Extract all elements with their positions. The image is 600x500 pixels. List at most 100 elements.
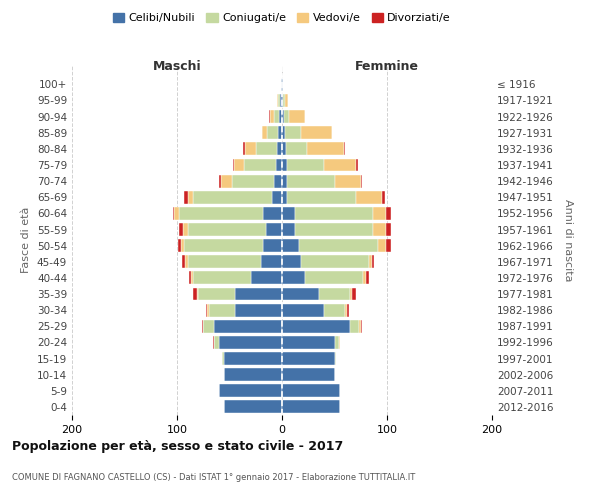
- Bar: [282, 110, 284, 123]
- Bar: [369, 256, 372, 268]
- Bar: [193, 191, 271, 203]
- Bar: [193, 288, 197, 300]
- Bar: [355, 158, 358, 172]
- Bar: [352, 288, 355, 300]
- Bar: [274, 110, 279, 123]
- Bar: [324, 304, 345, 316]
- Bar: [301, 256, 369, 268]
- Bar: [256, 142, 277, 156]
- Bar: [382, 191, 385, 203]
- Bar: [282, 400, 340, 413]
- Bar: [282, 207, 295, 220]
- Bar: [232, 174, 274, 188]
- Bar: [235, 288, 282, 300]
- Bar: [386, 239, 391, 252]
- Bar: [185, 256, 187, 268]
- Bar: [335, 336, 338, 349]
- Bar: [193, 272, 251, 284]
- Bar: [282, 336, 335, 349]
- Bar: [209, 304, 235, 316]
- Bar: [286, 142, 307, 156]
- Bar: [224, 352, 282, 365]
- Y-axis label: Fasce di età: Fasce di età: [22, 207, 31, 273]
- Bar: [361, 174, 362, 188]
- Bar: [235, 304, 282, 316]
- Bar: [307, 142, 344, 156]
- Bar: [191, 272, 193, 284]
- Bar: [282, 384, 340, 398]
- Bar: [278, 126, 282, 139]
- Bar: [301, 126, 332, 139]
- Bar: [282, 368, 335, 381]
- Bar: [282, 288, 319, 300]
- Bar: [206, 304, 208, 316]
- Bar: [271, 191, 282, 203]
- Bar: [187, 256, 261, 268]
- Bar: [281, 78, 282, 91]
- Bar: [282, 94, 283, 107]
- Bar: [282, 352, 335, 365]
- Bar: [262, 126, 268, 139]
- Bar: [359, 320, 361, 332]
- Bar: [282, 272, 305, 284]
- Bar: [386, 207, 391, 220]
- Bar: [361, 320, 362, 332]
- Bar: [295, 207, 373, 220]
- Bar: [187, 223, 266, 236]
- Bar: [350, 320, 359, 332]
- Bar: [280, 94, 282, 107]
- Text: COMUNE DI FAGNANO CASTELLO (CS) - Dati ISTAT 1° gennaio 2017 - Elaborazione TUTT: COMUNE DI FAGNANO CASTELLO (CS) - Dati I…: [12, 473, 415, 482]
- Bar: [277, 94, 278, 107]
- Bar: [386, 223, 391, 236]
- Bar: [283, 94, 285, 107]
- Bar: [184, 223, 187, 236]
- Bar: [285, 126, 301, 139]
- Bar: [274, 174, 282, 188]
- Bar: [208, 304, 209, 316]
- Bar: [233, 158, 234, 172]
- Bar: [221, 174, 232, 188]
- Bar: [202, 320, 203, 332]
- Bar: [187, 191, 193, 203]
- Bar: [179, 223, 184, 236]
- Bar: [344, 142, 345, 156]
- Bar: [355, 191, 382, 203]
- Bar: [338, 336, 340, 349]
- Bar: [266, 223, 282, 236]
- Legend: Celibi/Nubili, Coniugati/e, Vedovi/e, Divorziati/e: Celibi/Nubili, Coniugati/e, Vedovi/e, Di…: [109, 8, 455, 28]
- Bar: [243, 142, 245, 156]
- Bar: [287, 158, 324, 172]
- Bar: [347, 304, 349, 316]
- Bar: [263, 207, 282, 220]
- Bar: [173, 207, 174, 220]
- Bar: [299, 239, 377, 252]
- Text: Femmine: Femmine: [355, 60, 419, 73]
- Bar: [219, 336, 282, 349]
- Bar: [261, 256, 282, 268]
- Bar: [282, 142, 286, 156]
- Bar: [282, 239, 299, 252]
- Bar: [350, 288, 352, 300]
- Text: Popolazione per età, sesso e stato civile - 2017: Popolazione per età, sesso e stato civil…: [12, 440, 343, 453]
- Bar: [279, 110, 282, 123]
- Bar: [268, 126, 278, 139]
- Bar: [251, 272, 282, 284]
- Bar: [372, 256, 374, 268]
- Bar: [287, 174, 335, 188]
- Bar: [182, 256, 185, 268]
- Bar: [366, 272, 369, 284]
- Bar: [276, 158, 282, 172]
- Bar: [305, 272, 363, 284]
- Text: Maschi: Maschi: [152, 60, 202, 73]
- Bar: [234, 158, 244, 172]
- Bar: [224, 368, 282, 381]
- Bar: [282, 191, 287, 203]
- Bar: [222, 352, 224, 365]
- Bar: [282, 320, 350, 332]
- Bar: [282, 158, 287, 172]
- Bar: [282, 126, 285, 139]
- Bar: [219, 384, 282, 398]
- Bar: [184, 191, 187, 203]
- Bar: [214, 320, 282, 332]
- Bar: [319, 288, 350, 300]
